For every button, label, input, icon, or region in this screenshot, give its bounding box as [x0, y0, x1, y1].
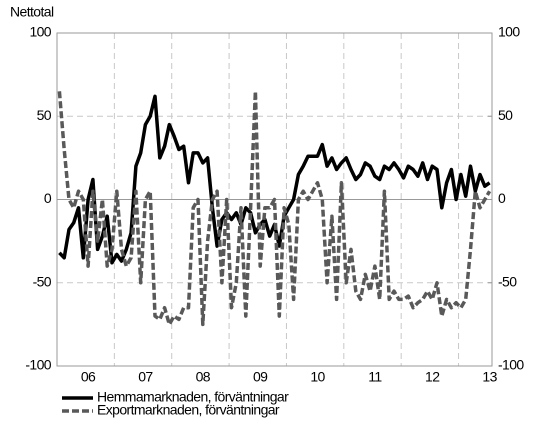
x-tick-label: 12: [425, 369, 440, 385]
series-line: [57, 89, 492, 327]
plot-frame: [56, 32, 493, 367]
y2-tick-label: 50: [498, 107, 513, 123]
legend-label: Exportmarknaden, förväntningar: [97, 402, 280, 418]
legend-label: Hemmamarknaden, förväntningar: [97, 389, 289, 405]
y-axis-title: Nettotal: [10, 4, 54, 20]
y-tick-label: 50: [37, 107, 52, 123]
y2-tick-label: 100: [498, 24, 520, 40]
x-tick-label: 08: [196, 369, 211, 385]
y2-tick-label: 0: [498, 190, 506, 206]
y-tick-label: -50: [33, 273, 52, 289]
y-tick-label: 0: [44, 190, 52, 206]
y2-tick-label: -100: [498, 357, 524, 373]
x-tick-label: 10: [310, 369, 325, 385]
x-tick-label: 06: [81, 369, 96, 385]
x-tick-label: 13: [482, 369, 497, 385]
y-tick-label: -100: [25, 357, 51, 373]
y-tick-label: 100: [29, 24, 51, 40]
y2-tick-label: -50: [498, 273, 517, 289]
x-tick-label: 11: [368, 369, 382, 385]
x-tick-label: 07: [138, 369, 153, 385]
x-tick-label: 09: [253, 369, 268, 385]
